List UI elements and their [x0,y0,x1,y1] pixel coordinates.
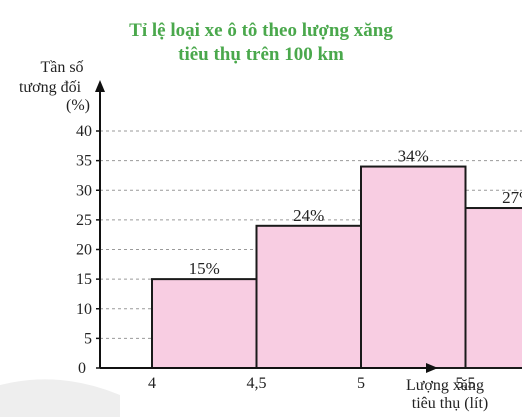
x-axis-label-line-2: tiêu thụ (lít) [412,395,488,412]
x-tick-label: 4,5 [247,375,267,392]
axes-group [95,80,438,373]
y-tick-label: 15 [76,271,92,288]
bar-data-label: 15% [189,259,220,278]
x-tick-label: 4 [148,375,156,392]
bars-group [151,165,522,369]
x-axis-arrow [426,363,438,373]
chart-title-line-2: tiêu thụ trên 100 km [178,44,344,65]
y-tick-label: 35 [76,153,92,170]
decorative-background-curve [0,379,120,417]
y-tick-label: 10 [76,301,92,318]
x-tick-label: 5,5 [456,375,476,392]
x-tick-label: 5 [357,375,365,392]
x-tick-labels: 44,555,56 [148,375,476,392]
y-tick-label: 30 [76,182,92,199]
y-tick-label: 20 [76,242,92,259]
y-axis-label-line-3: (%) [66,97,90,114]
bar-data-label: 27% [502,188,522,207]
y-tick-label: 40 [76,123,92,140]
chart-title-line-1: Tỉ lệ loại xe ô tô theo lượng xăng [129,20,393,41]
y-tick-label: 0 [78,360,86,377]
data-labels: 15% 24% 34% 27% [189,147,522,279]
y-axis-label-line-1: Tần số [40,59,83,76]
histogram-bar [255,224,362,369]
y-axis-label-line-2: tương đối [19,79,82,96]
y-tick-labels: 0 5 10 15 20 25 30 35 40 [76,123,100,377]
bar-data-label: 34% [398,147,429,166]
histogram-bar [151,278,258,369]
x-axis-label-line-1: Lượng xăng [406,377,484,394]
bar-data-label: 24% [293,206,324,225]
y-tick-label: 25 [76,212,92,229]
y-axis-arrow [95,80,105,92]
y-tick-label: 5 [84,330,92,347]
histogram-bar [464,207,522,369]
histogram-bar [360,165,467,369]
